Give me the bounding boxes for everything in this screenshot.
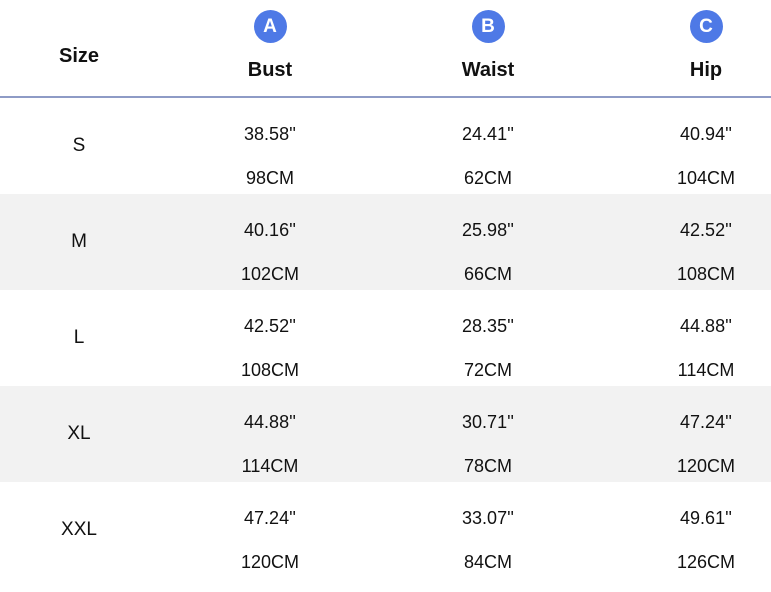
- waist-cm-cell: 66CM: [463, 264, 512, 284]
- size-cell: S: [72, 135, 86, 156]
- table-row-m: M 40.16'' 102CM 25.98'' 66CM 42.52'' 108…: [0, 194, 771, 290]
- bust-cm-cell: 102CM: [240, 264, 300, 284]
- waist-cm-cell: 78CM: [463, 456, 512, 476]
- waist-cm-cell: 72CM: [463, 360, 512, 380]
- hip-cm-cell: 120CM: [676, 456, 736, 476]
- waist-inches-cell: 30.71'': [462, 412, 514, 432]
- waist-inches-cell: 24.41'': [462, 124, 514, 144]
- waist-inches-cell: 25.98'': [462, 220, 514, 240]
- table-header: Size A Bust B Waist C Hip: [0, 0, 771, 96]
- bust-cm-cell: 98CM: [245, 168, 294, 188]
- table-row-xxl: XXL 47.24'' 120CM 33.07'' 84CM 49.61'' 1…: [0, 482, 771, 578]
- bust-inches-cell: 38.58'': [244, 124, 296, 144]
- hip-inches-cell: 44.88'': [680, 316, 732, 336]
- hip-inches-cell: 47.24'': [680, 412, 732, 432]
- bust-column-header: A Bust: [200, 10, 340, 82]
- header-divider: [0, 96, 771, 98]
- size-cell: L: [73, 327, 85, 348]
- waist-inches-cell: 33.07'': [462, 508, 514, 528]
- bust-inches-cell: 47.24'': [244, 508, 296, 528]
- bust-badge: A: [253, 10, 287, 43]
- hip-column-header: C Hip: [636, 10, 771, 82]
- table-body: S 38.58'' 98CM 24.41'' 62CM 40.94'' 104C…: [0, 98, 771, 578]
- bust-label: Bust: [247, 59, 293, 81]
- waist-badge: B: [471, 10, 505, 43]
- size-cell: XL: [67, 423, 91, 444]
- hip-inches-cell: 49.61'': [680, 508, 732, 528]
- waist-label: Waist: [461, 59, 515, 81]
- bust-inches-cell: 42.52'': [244, 316, 296, 336]
- hip-cm-cell: 114CM: [677, 360, 735, 380]
- waist-cm-cell: 62CM: [463, 168, 512, 188]
- size-cell: M: [71, 231, 87, 252]
- waist-column-header: B Waist: [418, 10, 558, 82]
- hip-inches-cell: 42.52'': [680, 220, 732, 240]
- hip-cm-cell: 108CM: [676, 264, 736, 284]
- bust-cm-cell: 108CM: [240, 360, 300, 380]
- table-row-l: L 42.52'' 108CM 28.35'' 72CM 44.88'' 114…: [0, 290, 771, 386]
- size-column-header: Size: [58, 45, 100, 67]
- bust-inches-cell: 44.88'': [244, 412, 296, 432]
- hip-cm-cell: 104CM: [676, 168, 736, 188]
- table-row-xl: XL 44.88'' 114CM 30.71'' 78CM 47.24'' 12…: [0, 386, 771, 482]
- size-cell: XXL: [61, 519, 97, 540]
- hip-cm-cell: 126CM: [676, 552, 736, 572]
- hip-inches-cell: 40.94'': [680, 124, 732, 144]
- hip-label: Hip: [689, 59, 723, 81]
- bust-cm-cell: 120CM: [240, 552, 300, 572]
- waist-inches-cell: 28.35'': [462, 316, 514, 336]
- waist-cm-cell: 84CM: [463, 552, 512, 572]
- hip-badge: C: [689, 10, 723, 43]
- bust-cm-cell: 114CM: [241, 456, 299, 476]
- table-row-s: S 38.58'' 98CM 24.41'' 62CM 40.94'' 104C…: [0, 98, 771, 194]
- bust-inches-cell: 40.16'': [244, 220, 296, 240]
